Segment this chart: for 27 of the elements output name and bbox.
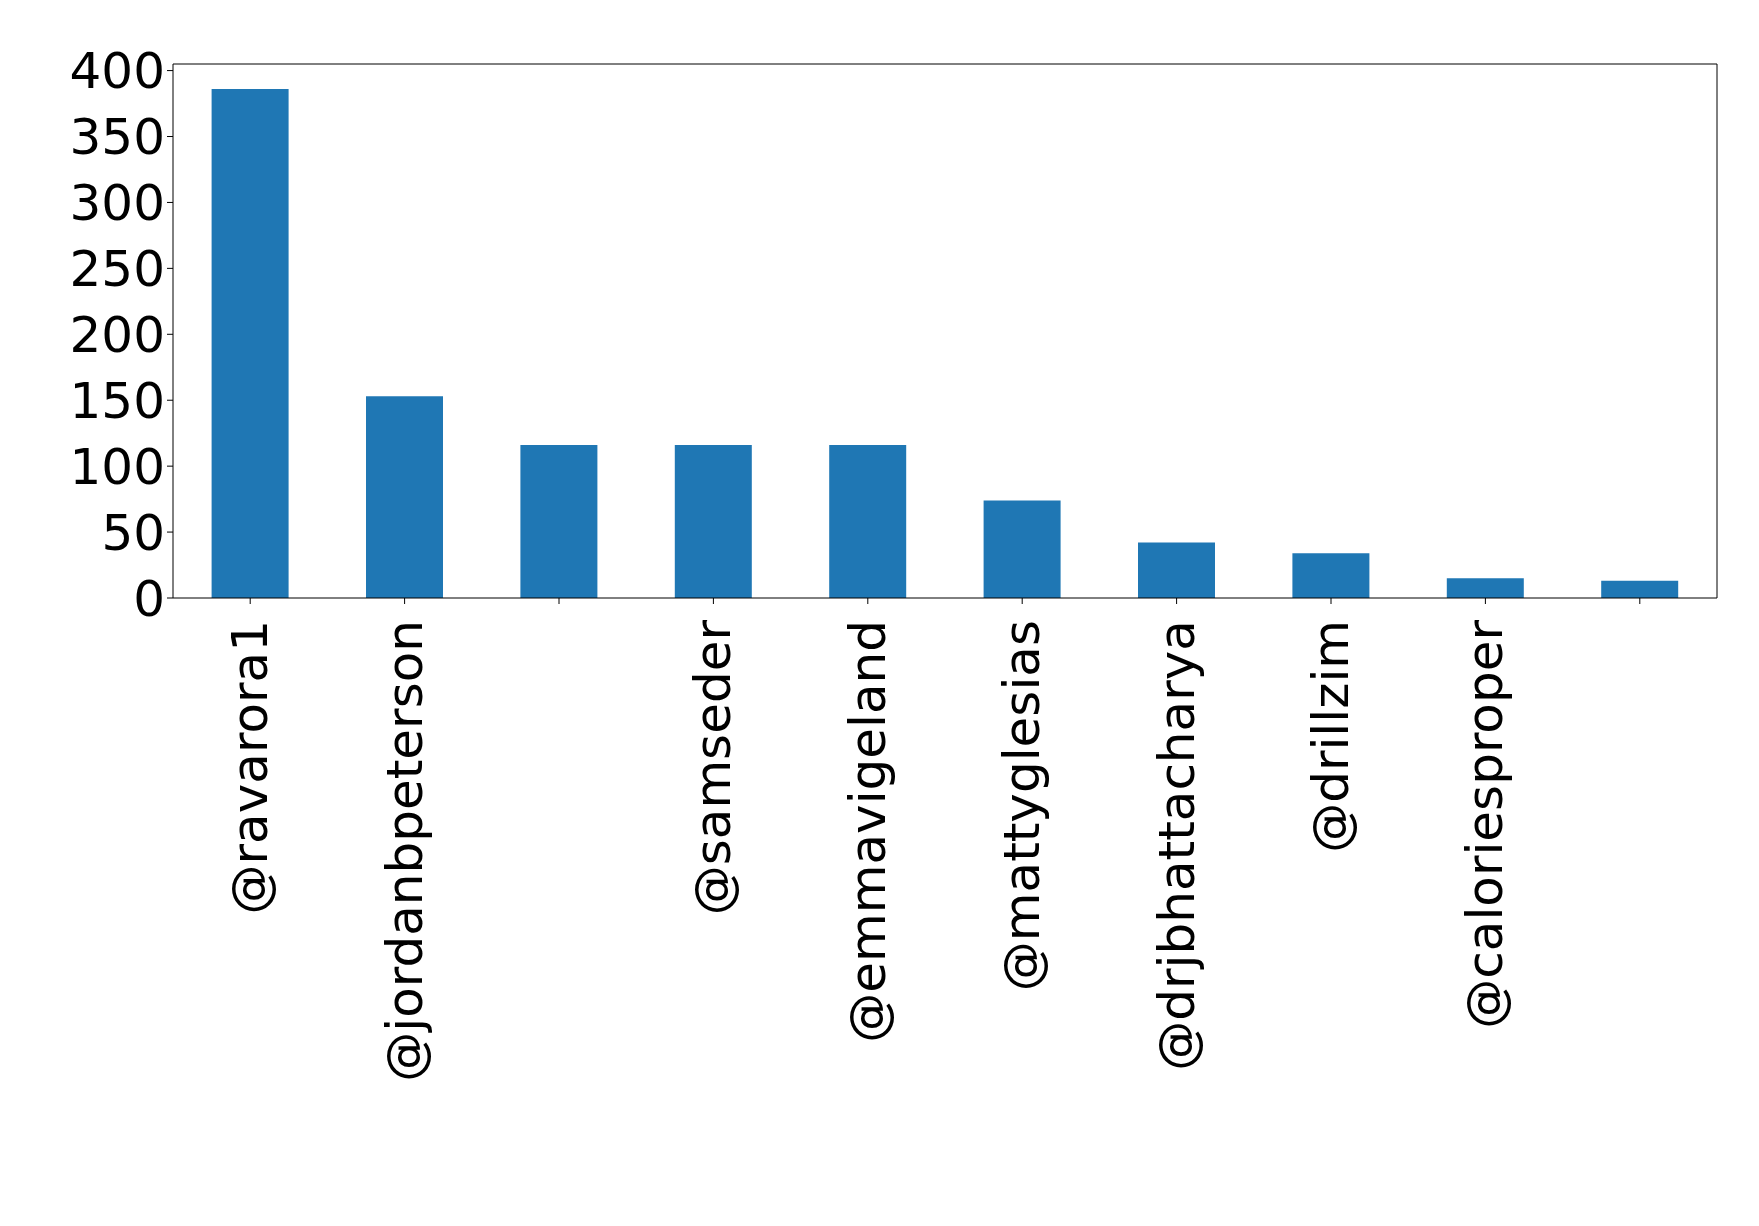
bar: [520, 445, 598, 598]
bar: [983, 500, 1061, 598]
x-tick-label: @jordanbpeterson: [375, 620, 434, 1082]
x-tick-label: @caloriesproper: [1456, 619, 1515, 1029]
bar: [366, 396, 443, 598]
bar: [1446, 578, 1524, 598]
bar: [674, 445, 752, 598]
y-tick-label: 100: [69, 437, 165, 496]
bar: [1601, 580, 1679, 598]
x-tick-label: @emmavigeland: [838, 620, 897, 1043]
y-tick-label: 50: [101, 503, 165, 562]
x-tick-label: @mattyglesias: [993, 620, 1052, 992]
y-tick-label: 150: [69, 371, 165, 430]
bar: [211, 89, 289, 598]
x-tick-label: @drjbhattacharya: [1147, 620, 1206, 1071]
y-tick-label: 200: [69, 306, 165, 365]
y-tick-label: 250: [69, 240, 165, 299]
x-tick-label: @ravarora1: [221, 620, 280, 915]
x-tick-label: @samseder: [684, 619, 743, 916]
y-tick-label: 0: [133, 569, 165, 628]
bar: [829, 445, 907, 598]
y-tick-label: 400: [69, 42, 165, 101]
y-tick-label: 350: [69, 108, 165, 167]
bar: [1138, 542, 1215, 598]
y-tick-label: 300: [69, 174, 165, 233]
x-tick-label: @drillzim: [1302, 620, 1360, 853]
bar: [1292, 553, 1370, 598]
